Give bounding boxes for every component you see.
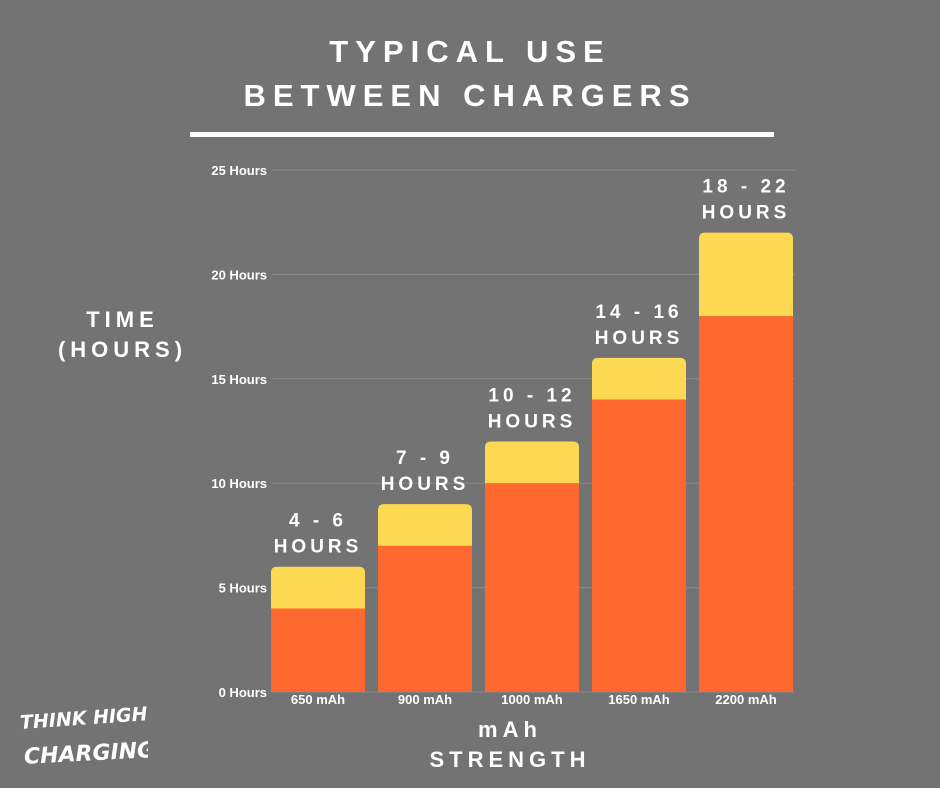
think-higher-charging-logo: THINK HIGHER CHARGING: [19, 701, 148, 770]
bar-unit-label: HOURS: [381, 474, 470, 495]
x-category-label: 2200 mAh: [715, 692, 776, 707]
bar-value-label: 18 - 22: [702, 177, 789, 198]
title-underline: [190, 132, 774, 137]
x-axis-title-line-1: mAh: [478, 717, 542, 742]
bar-unit-label: HOURS: [702, 203, 791, 224]
logo-line-2: CHARGING: [23, 738, 148, 770]
bar-value-label: 7 - 9: [396, 448, 454, 469]
x-category-label: 650 mAh: [291, 692, 345, 707]
y-tick-label: 10 Hours: [211, 476, 267, 491]
y-axis-title: TIME (HOURS): [40, 305, 205, 365]
y-axis-title-line-1: TIME: [86, 307, 159, 332]
x-category-label: 1650 mAh: [608, 692, 669, 707]
bar-unit-label: HOURS: [488, 411, 577, 432]
bar-base-segment: [592, 399, 686, 692]
bar-base-segment: [699, 316, 793, 692]
bar-base-segment: [378, 545, 472, 692]
y-tick-label: 0 Hours: [219, 685, 267, 700]
bar-value-label: 10 - 12: [488, 385, 575, 406]
chart-title-line-2: BETWEEN CHARGERS: [243, 78, 697, 113]
bar-value-label: 4 - 6: [289, 511, 347, 532]
y-tick-label: 5 Hours: [219, 581, 267, 596]
y-tick-label: 15 Hours: [211, 372, 267, 387]
bar-base-segment: [485, 483, 579, 692]
bar-range-segment: [485, 441, 579, 484]
y-axis-title-line-2: (HOURS): [57, 337, 188, 362]
x-category-label: 900 mAh: [398, 692, 452, 707]
x-axis-title-line-2: STRENGTH: [429, 747, 591, 772]
chart-title: TYPICAL USE BETWEEN CHARGERS: [0, 30, 940, 118]
logo-line-1: THINK HIGHER: [19, 701, 148, 734]
bar-range-segment: [592, 357, 686, 400]
y-tick-label: 20 Hours: [211, 267, 267, 282]
bar-value-label: 14 - 16: [595, 302, 682, 323]
y-tick-label: 25 Hours: [211, 163, 267, 178]
bar-unit-label: HOURS: [595, 328, 684, 349]
bar-range-segment: [271, 566, 365, 609]
bar-base-segment: [271, 608, 365, 692]
x-axis-title: mAh STRENGTH: [380, 715, 640, 775]
bar-range-segment: [378, 504, 472, 546]
bar-unit-label: HOURS: [274, 537, 363, 558]
x-category-label: 1000 mAh: [501, 692, 562, 707]
chart-title-line-1: TYPICAL USE: [329, 34, 611, 69]
bar-range-segment: [699, 232, 793, 317]
